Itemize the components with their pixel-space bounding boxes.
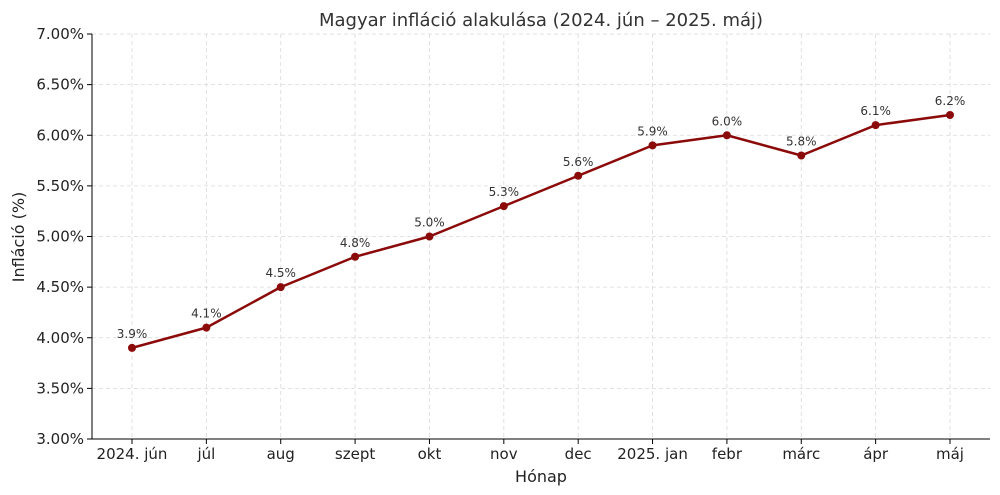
- x-tick-label: szept: [335, 445, 375, 463]
- data-point: [797, 151, 806, 160]
- y-tick-label: 4.50%: [36, 278, 84, 296]
- y-tick-label: 3.00%: [36, 430, 84, 448]
- y-tick-label: 3.50%: [36, 379, 84, 397]
- data-label: 5.8%: [786, 135, 817, 149]
- y-tick-label: 6.00%: [36, 126, 84, 144]
- x-tick-label: 2025. jan: [617, 445, 688, 463]
- x-tick-label: márc: [782, 445, 820, 463]
- data-point: [351, 252, 360, 261]
- data-label: 4.5%: [265, 266, 296, 280]
- x-tick-label: 2024. jún: [97, 445, 168, 463]
- data-label: 4.8%: [340, 236, 371, 250]
- y-tick-label: 7.00%: [36, 25, 84, 43]
- data-label: 5.3%: [489, 185, 520, 199]
- data-label: 6.0%: [712, 114, 743, 128]
- x-tick-label: febr: [712, 445, 743, 463]
- data-label: 5.0%: [414, 216, 445, 230]
- data-point: [202, 323, 211, 332]
- data-point: [946, 111, 954, 119]
- data-point: [871, 121, 880, 130]
- y-ticks: 3.00% 3.50% 4.00% 4.50% 5.00% 5.50% 6.00% 6.50%…: [36, 25, 92, 448]
- data-point: [574, 171, 583, 180]
- data-label: 3.9%: [117, 327, 148, 341]
- y-axis-label: Infláció (%): [9, 192, 28, 283]
- data-point: [128, 343, 136, 352]
- y-tick-label: 6.50%: [36, 76, 84, 94]
- y-tick-label: 5.50%: [36, 177, 84, 195]
- data-label: 5.6%: [563, 155, 594, 169]
- data-label: 4.1%: [191, 307, 222, 321]
- y-tick-label: 4.00%: [36, 329, 84, 347]
- x-tick-label: dec: [565, 445, 592, 463]
- data-point: [722, 131, 731, 140]
- data-point: [276, 283, 285, 292]
- series-line: [131, 113, 951, 350]
- x-tick-label: nov: [490, 445, 518, 463]
- x-tick-label: aug: [267, 445, 295, 463]
- data-point: [499, 202, 508, 211]
- x-tick-label: ápr: [863, 445, 889, 463]
- x-ticks: 2024. jún júl aug szept okt nov dec 2025. jan fe…: [97, 439, 964, 463]
- chart-title: Magyar infláció alakulása (2024. jún – 2…: [319, 10, 763, 31]
- series: 3.9% 4.1% 4.5% 4.8% 5.0% 5.3% 5.6% 5.9% 6.0% 5.8%…: [117, 94, 966, 352]
- x-axis-label: Hónap: [515, 467, 567, 486]
- y-tick-label: 5.00%: [36, 228, 84, 246]
- data-point: [425, 232, 434, 241]
- data-label: 6.2%: [935, 94, 966, 108]
- x-tick-label: okt: [418, 445, 442, 463]
- data-label: 5.9%: [637, 124, 668, 138]
- data-point: [648, 141, 657, 150]
- x-tick-label: máj: [936, 445, 964, 463]
- grid: [92, 33, 990, 440]
- data-label: 6.1%: [860, 104, 891, 118]
- x-tick-label: júl: [196, 445, 215, 463]
